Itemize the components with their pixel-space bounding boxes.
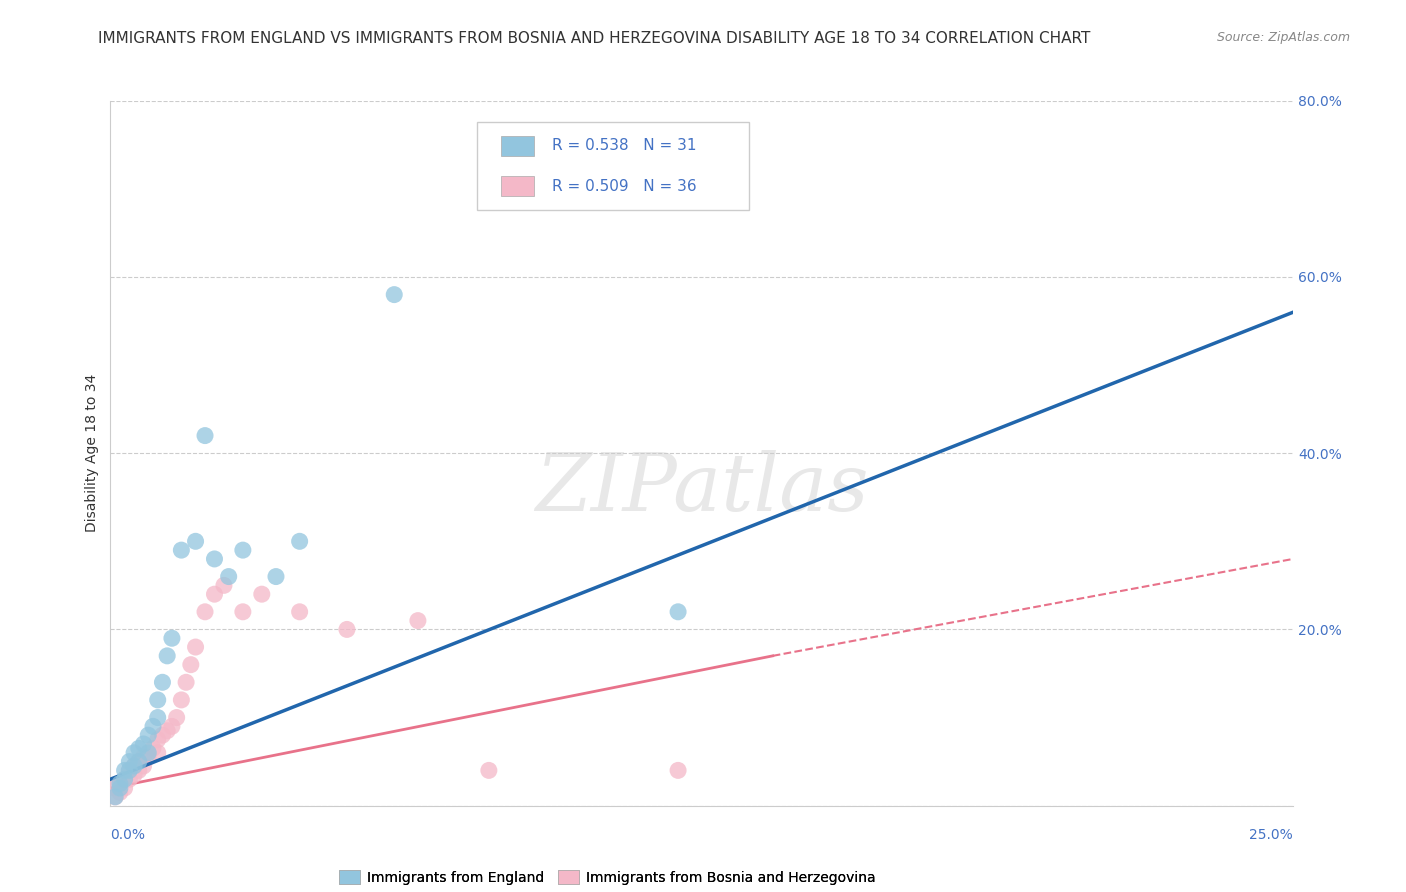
Point	[174, 675, 197, 690]
Point	[152, 728, 174, 742]
Point	[250, 587, 273, 601]
Point	[204, 552, 226, 566]
Point	[122, 759, 145, 773]
Point	[170, 543, 193, 558]
Point	[146, 732, 169, 747]
Point	[108, 776, 131, 790]
Point	[156, 723, 179, 738]
Point	[136, 728, 159, 742]
Point	[122, 768, 145, 782]
Point	[478, 764, 501, 778]
Point	[194, 428, 217, 442]
Text: 0.0%: 0.0%	[111, 828, 145, 842]
Point	[118, 772, 141, 787]
Text: IMMIGRANTS FROM ENGLAND VS IMMIGRANTS FROM BOSNIA AND HERZEGOVINA DISABILITY AGE: IMMIGRANTS FROM ENGLAND VS IMMIGRANTS FR…	[98, 31, 1091, 46]
Text: 25.0%: 25.0%	[1250, 828, 1294, 842]
Point	[136, 750, 159, 764]
Point	[232, 543, 254, 558]
Point	[170, 693, 193, 707]
Point	[406, 614, 429, 628]
Point	[128, 755, 150, 769]
Point	[104, 789, 127, 804]
Point	[184, 534, 207, 549]
Point	[104, 780, 127, 795]
Point	[104, 789, 127, 804]
Text: R = 0.509   N = 36: R = 0.509 N = 36	[551, 178, 696, 194]
Point	[136, 746, 159, 760]
Point	[160, 632, 183, 646]
Point	[114, 780, 136, 795]
Point	[666, 764, 689, 778]
Point	[114, 772, 136, 787]
Text: Source: ZipAtlas.com: Source: ZipAtlas.com	[1216, 31, 1350, 45]
Point	[180, 657, 202, 672]
Point	[524, 164, 547, 178]
FancyBboxPatch shape	[501, 136, 534, 155]
Point	[118, 764, 141, 778]
Point	[288, 605, 311, 619]
Point	[122, 759, 145, 773]
Point	[128, 741, 150, 756]
Point	[128, 764, 150, 778]
Point	[204, 587, 226, 601]
FancyBboxPatch shape	[477, 122, 749, 210]
Point	[118, 755, 141, 769]
Point	[128, 755, 150, 769]
Point	[666, 605, 689, 619]
Point	[218, 569, 240, 583]
Point	[156, 648, 179, 663]
Point	[288, 534, 311, 549]
Point	[118, 764, 141, 778]
Text: ZIPatlas: ZIPatlas	[534, 450, 869, 527]
Point	[132, 750, 155, 764]
Point	[114, 772, 136, 787]
Point	[166, 710, 188, 724]
Point	[108, 780, 131, 795]
Point	[108, 785, 131, 799]
Point	[132, 737, 155, 751]
Point	[194, 605, 217, 619]
Y-axis label: Disability Age 18 to 34: Disability Age 18 to 34	[86, 374, 100, 533]
Legend: Immigrants from England, Immigrants from Bosnia and Herzegovina: Immigrants from England, Immigrants from…	[333, 864, 880, 890]
Point	[212, 578, 235, 592]
Point	[382, 287, 405, 301]
Point	[114, 764, 136, 778]
Point	[146, 693, 169, 707]
Point	[142, 719, 165, 733]
FancyBboxPatch shape	[501, 177, 534, 196]
Point	[160, 719, 183, 733]
Point	[108, 776, 131, 790]
Text: R = 0.538   N = 31: R = 0.538 N = 31	[551, 138, 696, 153]
Point	[122, 746, 145, 760]
Point	[232, 605, 254, 619]
Point	[142, 741, 165, 756]
Point	[146, 710, 169, 724]
Point	[152, 675, 174, 690]
Point	[184, 640, 207, 654]
Point	[132, 759, 155, 773]
Point	[336, 623, 359, 637]
Point	[146, 746, 169, 760]
Point	[264, 569, 287, 583]
